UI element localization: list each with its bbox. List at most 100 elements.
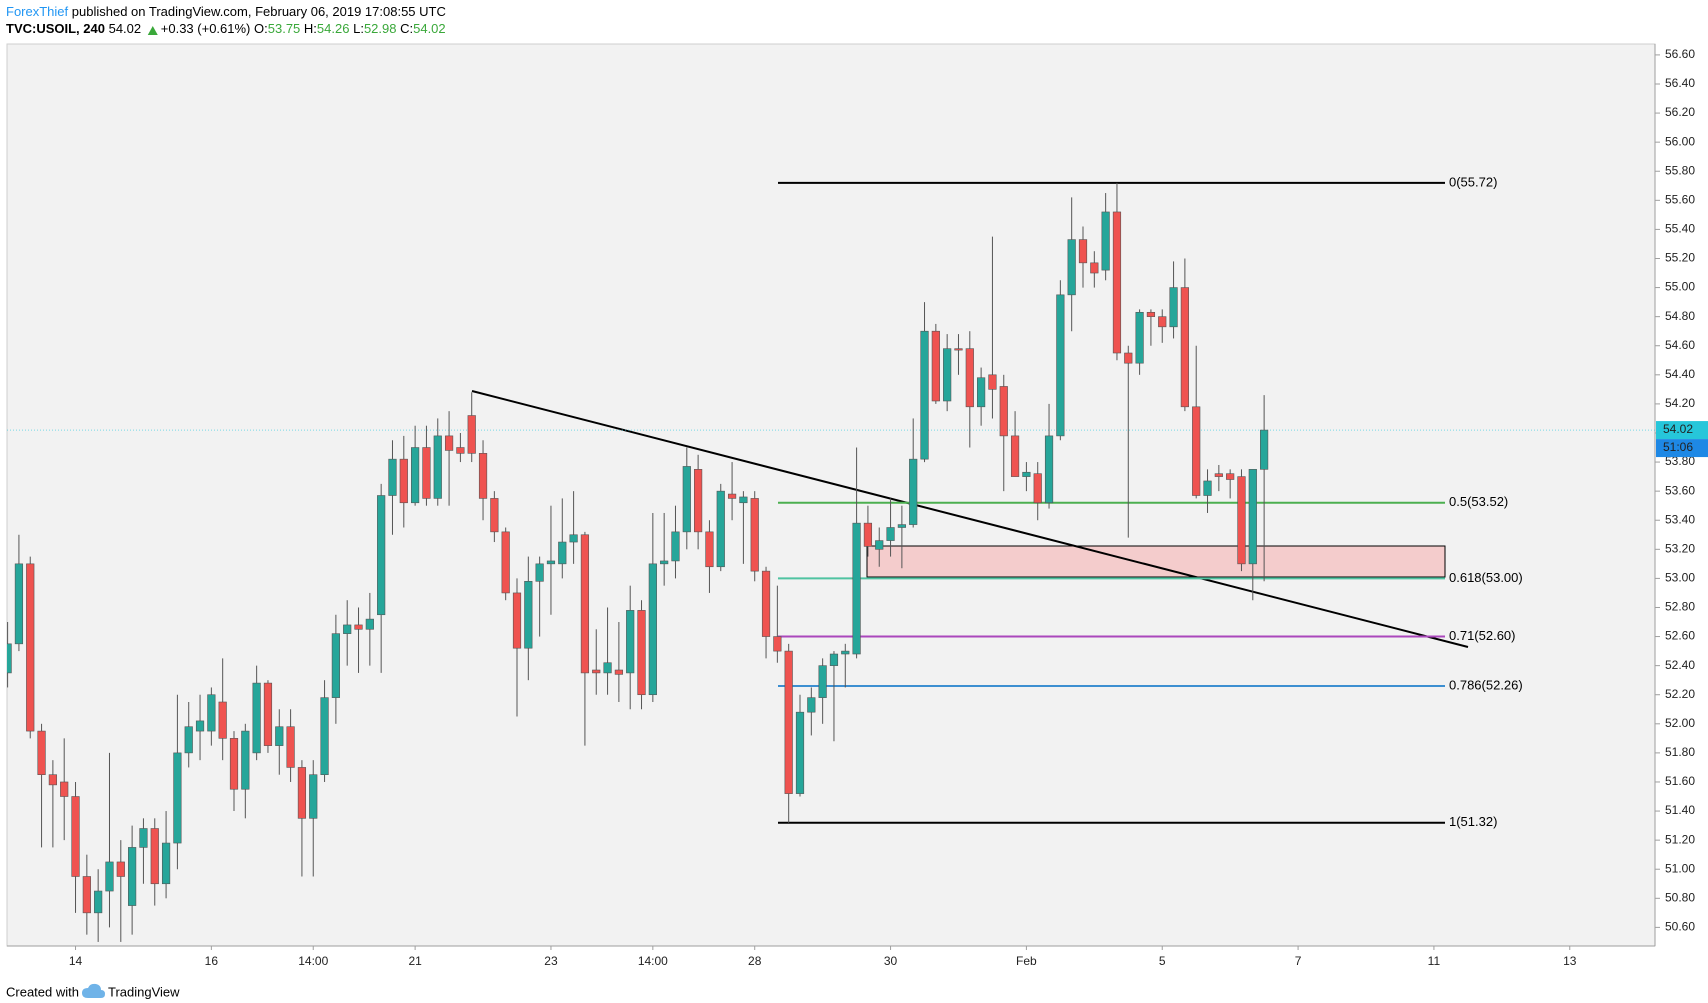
candle-body (60, 781, 69, 797)
candle-body (795, 711, 805, 794)
x-tick-label: 7 (1295, 954, 1302, 968)
candle-body (7, 643, 12, 674)
y-tick-label: 55.80 (1665, 163, 1695, 177)
candle-body (920, 330, 929, 460)
candle-body (139, 828, 148, 848)
y-tick-label: 51.40 (1665, 803, 1695, 817)
candle-body (1260, 429, 1269, 470)
x-tick-label: 28 (748, 954, 762, 968)
c-label: C: (400, 21, 413, 36)
candle-body (1056, 294, 1065, 437)
y-tick-label: 54.40 (1665, 367, 1695, 381)
candle-body (1169, 287, 1178, 328)
candle-body (48, 774, 57, 786)
candle-body (218, 701, 227, 739)
candle-body (399, 458, 408, 504)
plot-area (6, 43, 1656, 947)
countdown-box (1656, 439, 1708, 458)
candle-body (1010, 435, 1020, 477)
candle-body (739, 496, 748, 504)
y-tick-label: 52.00 (1665, 716, 1695, 730)
candle-body (829, 653, 839, 666)
candle-body (71, 796, 80, 877)
header-line-1: ForexThief published on TradingView.com,… (6, 4, 446, 19)
y-tick-label: 54.20 (1665, 396, 1695, 410)
candle-body (105, 861, 114, 892)
fib-label: 0(55.72) (1449, 174, 1497, 189)
candle-body (320, 697, 329, 776)
x-tick-label: Feb (1016, 954, 1037, 968)
author[interactable]: ForexThief (6, 4, 69, 19)
y-tick-label: 53.80 (1665, 454, 1695, 468)
candle-body (569, 534, 578, 543)
candle-body (343, 624, 352, 634)
y-tick-label: 53.40 (1665, 512, 1695, 526)
candle-body (954, 348, 963, 351)
candle-body (660, 560, 669, 565)
y-tick-label: 51.20 (1665, 832, 1695, 846)
trend-line (471, 390, 1469, 648)
candle-body (173, 752, 182, 844)
candle-body (286, 726, 295, 768)
candle-body (252, 682, 261, 754)
candle-body (886, 527, 895, 541)
candle-body (1090, 262, 1099, 274)
candle-body (807, 697, 816, 713)
y-tick-label: 51.00 (1665, 861, 1695, 875)
y-tick-label: 53.00 (1665, 571, 1695, 585)
candle-body (331, 633, 340, 698)
x-tick-label: 14 (69, 954, 83, 968)
candle-body (999, 386, 1008, 437)
candle-body (580, 534, 590, 674)
candle-body (1248, 469, 1257, 565)
candle-body (965, 348, 974, 408)
x-tick-label: 16 (205, 954, 219, 968)
candle-body (377, 495, 386, 616)
candle-body (909, 458, 918, 525)
candle-body (1044, 435, 1054, 504)
candle-body (897, 524, 906, 528)
candle-body (365, 618, 374, 630)
y-tick-label: 50.80 (1665, 890, 1695, 904)
candle-body (490, 498, 499, 533)
last: 54.02 (109, 21, 142, 36)
fib-label: 1(51.32) (1449, 814, 1497, 829)
symbol: TVC:USOIL, 240 (6, 21, 105, 36)
candle-body (716, 490, 725, 568)
candle-body (444, 435, 454, 451)
fib-label: 0.786(52.26) (1449, 677, 1523, 692)
y-tick-label: 55.60 (1665, 192, 1695, 206)
header-line-2: TVC:USOIL, 240 54.02 +0.33 (+0.61%) O:53… (6, 21, 446, 36)
candle-body (26, 563, 35, 732)
candle-body (411, 447, 420, 504)
x-tick-label: 30 (884, 954, 898, 968)
candle-body (682, 466, 691, 533)
candle-body (501, 531, 510, 594)
footer-created: Created with (6, 984, 79, 999)
x-tick-label: 23 (544, 954, 558, 968)
candle-body (309, 774, 318, 819)
candle-body (818, 665, 827, 698)
candle-body (943, 348, 952, 402)
fib-label: 0.618(53.00) (1449, 570, 1523, 585)
candle-body (37, 730, 46, 776)
published: published on TradingView.com, February 0… (72, 4, 446, 19)
y-tick-label: 55.00 (1665, 280, 1695, 294)
y-tick-label: 56.60 (1665, 47, 1695, 61)
y-tick-label: 52.80 (1665, 600, 1695, 614)
candle-body (524, 581, 533, 649)
y-tick-label: 51.60 (1665, 774, 1695, 788)
y-tick-label: 52.40 (1665, 658, 1695, 672)
candle-body (388, 458, 397, 496)
candle-body (512, 592, 522, 649)
candle-body (546, 560, 556, 565)
y-tick-label: 55.20 (1665, 251, 1695, 265)
o-value: 53.75 (268, 21, 301, 36)
plot (7, 181, 1655, 942)
candle-body (422, 447, 431, 499)
footer-brand[interactable]: TradingView (108, 984, 180, 999)
zone-rectangle (866, 545, 1446, 578)
candle-body (14, 563, 24, 645)
